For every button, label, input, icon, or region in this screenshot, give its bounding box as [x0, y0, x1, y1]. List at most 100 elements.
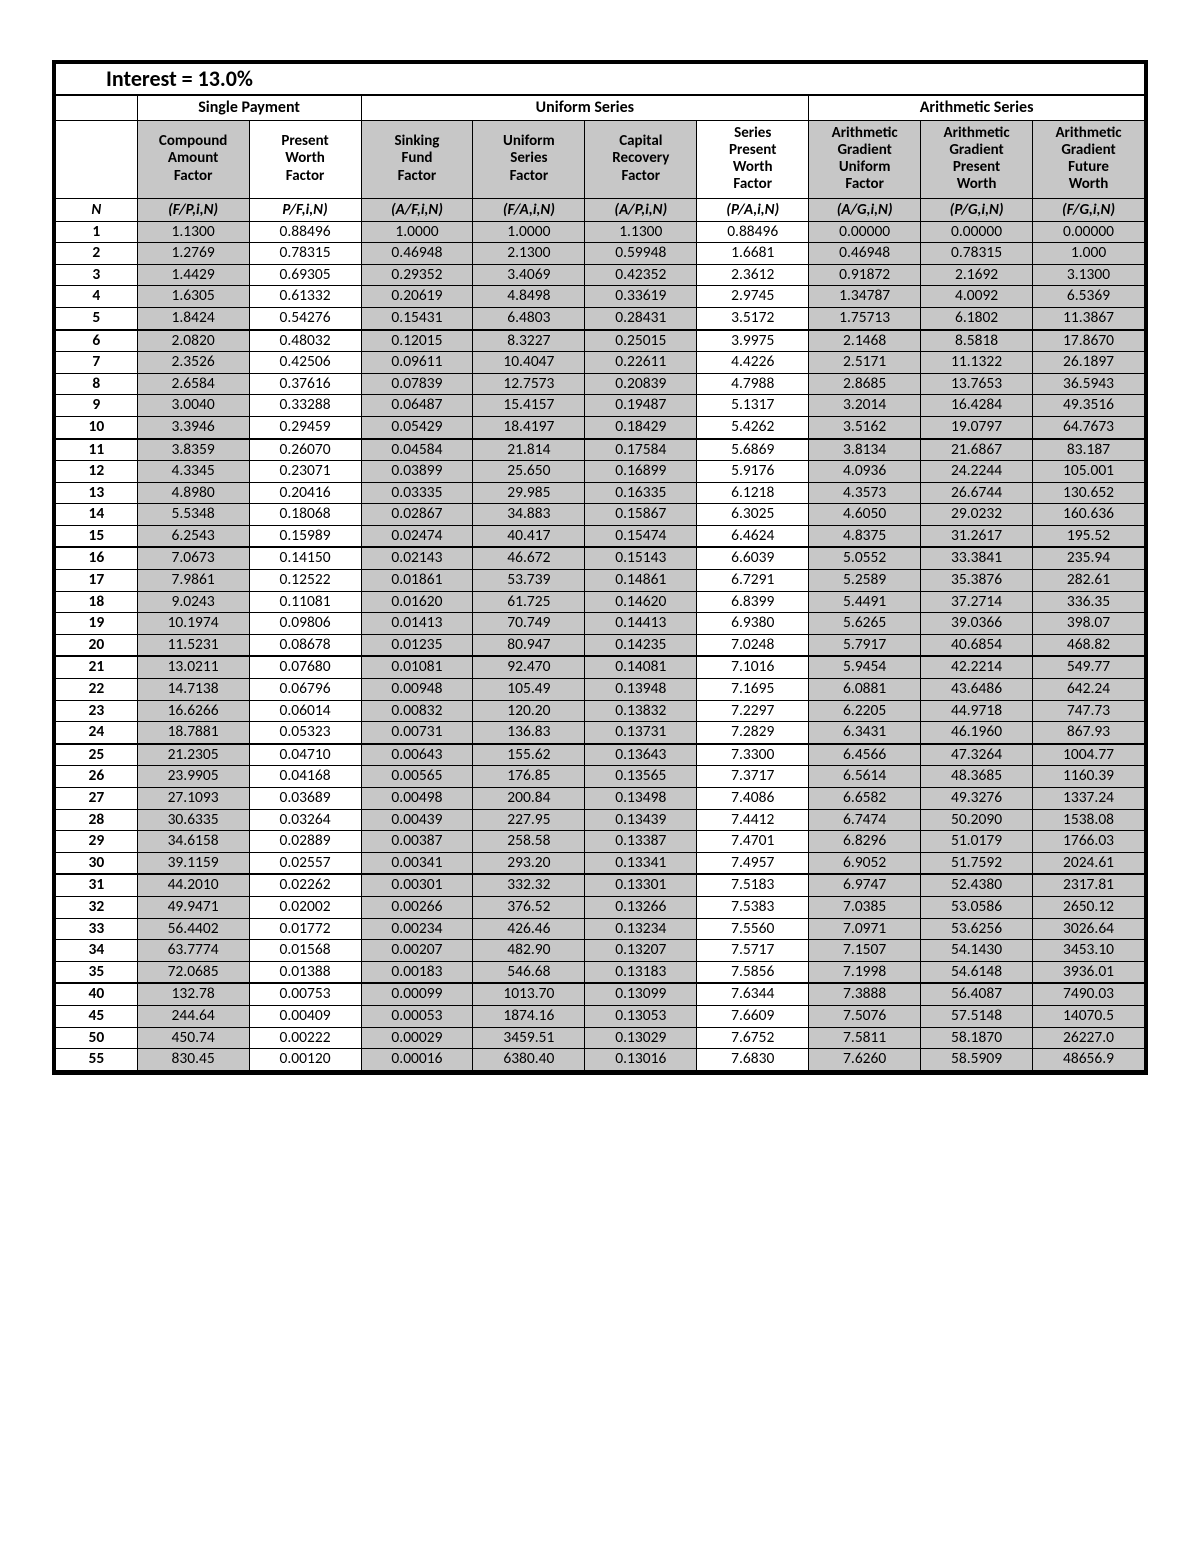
table-row: 145.53480.180680.0286734.8830.158676.302… — [56, 504, 1145, 526]
value-cell: 482.90 — [473, 940, 585, 962]
value-cell: 46.1960 — [921, 722, 1033, 744]
value-cell: 0.54276 — [249, 307, 361, 329]
value-cell: 15.4157 — [473, 395, 585, 417]
value-cell: 336.35 — [1033, 591, 1145, 613]
value-cell: 4.8375 — [809, 525, 921, 547]
value-cell: 23.9905 — [137, 766, 249, 788]
table-row: 2418.78810.053230.00731136.830.137317.28… — [56, 722, 1145, 744]
table-row: 62.08200.480320.120158.32270.250153.9975… — [56, 330, 1145, 352]
value-cell: 227.95 — [473, 809, 585, 831]
table-body: 11.13000.884961.00001.00001.13000.884960… — [56, 221, 1145, 1071]
value-cell: 49.3276 — [921, 788, 1033, 810]
value-cell: 6.1218 — [697, 482, 809, 504]
value-cell: 6.8296 — [809, 831, 921, 853]
value-cell: 7.9861 — [137, 570, 249, 592]
n-cell: 5 — [56, 307, 138, 329]
value-cell: 2.3612 — [697, 264, 809, 286]
interest-factor-table: Interest = 13.0% Single Payment Uniform … — [52, 60, 1148, 1075]
value-cell: 1013.70 — [473, 983, 585, 1005]
value-cell: 34.883 — [473, 504, 585, 526]
value-cell: 0.00409 — [249, 1005, 361, 1027]
value-cell: 5.0552 — [809, 547, 921, 569]
value-cell: 29.985 — [473, 482, 585, 504]
value-cell: 1.000 — [1033, 243, 1145, 265]
n-cell: 18 — [56, 591, 138, 613]
value-cell: 58.1870 — [921, 1027, 1033, 1049]
value-cell: 0.48032 — [249, 330, 361, 352]
value-cell: 5.2589 — [809, 570, 921, 592]
notation-cell: (A/F,i,N) — [361, 198, 473, 221]
value-cell: 546.68 — [473, 961, 585, 983]
value-cell: 0.12522 — [249, 570, 361, 592]
value-cell: 4.8498 — [473, 286, 585, 308]
value-cell: 0.14620 — [585, 591, 697, 613]
value-cell: 7.4957 — [697, 852, 809, 874]
value-cell: 5.4262 — [697, 416, 809, 438]
value-cell: 56.4402 — [137, 918, 249, 940]
value-cell: 0.59948 — [585, 243, 697, 265]
value-cell: 258.58 — [473, 831, 585, 853]
table-row: 2727.10930.036890.00498200.840.134987.40… — [56, 788, 1145, 810]
value-cell: 51.0179 — [921, 831, 1033, 853]
value-cell: 0.42352 — [585, 264, 697, 286]
value-cell: 3.4069 — [473, 264, 585, 286]
value-cell: 5.6265 — [809, 613, 921, 635]
n-cell: 40 — [56, 983, 138, 1005]
notation-cell: (F/G,i,N) — [1033, 198, 1145, 221]
value-cell: 7.3717 — [697, 766, 809, 788]
factor-table: Interest = 13.0% Single Payment Uniform … — [55, 63, 1145, 1072]
value-cell: 0.46948 — [361, 243, 473, 265]
value-cell: 0.02867 — [361, 504, 473, 526]
value-cell: 53.739 — [473, 570, 585, 592]
value-cell: 0.88496 — [249, 221, 361, 243]
value-cell: 72.0685 — [137, 961, 249, 983]
n-cell: 6 — [56, 330, 138, 352]
value-cell: 0.28431 — [585, 307, 697, 329]
value-cell: 0.13207 — [585, 940, 697, 962]
value-cell: 0.00029 — [361, 1027, 473, 1049]
value-cell: 0.88496 — [697, 221, 809, 243]
table-row: 72.35260.425060.0961110.40470.226114.422… — [56, 352, 1145, 374]
value-cell: 33.3841 — [921, 547, 1033, 569]
value-cell: 14.7138 — [137, 679, 249, 701]
value-cell: 16.6266 — [137, 700, 249, 722]
value-cell: 40.6854 — [921, 634, 1033, 656]
value-cell: 376.52 — [473, 896, 585, 918]
value-cell: 1.6681 — [697, 243, 809, 265]
value-cell: 0.46948 — [809, 243, 921, 265]
n-cell: 7 — [56, 352, 138, 374]
table-row: 50450.740.002220.000293459.510.130297.67… — [56, 1027, 1145, 1049]
value-cell: 176.85 — [473, 766, 585, 788]
value-cell: 5.5348 — [137, 504, 249, 526]
value-cell: 83.187 — [1033, 439, 1145, 461]
table-row: 82.65840.376160.0783912.75730.208394.798… — [56, 373, 1145, 395]
table-row: 1910.19740.098060.0141370.7490.144136.93… — [56, 613, 1145, 635]
group-arithmetic-series: Arithmetic Series — [809, 95, 1145, 120]
value-cell: 26.6744 — [921, 482, 1033, 504]
value-cell: 747.73 — [1033, 700, 1145, 722]
value-cell: 0.13029 — [585, 1027, 697, 1049]
value-cell: 2650.12 — [1033, 896, 1145, 918]
value-cell: 7.2829 — [697, 722, 809, 744]
table-row: 11.13000.884961.00001.00001.13000.884960… — [56, 221, 1145, 243]
table-row: 177.98610.125220.0186153.7390.148616.729… — [56, 570, 1145, 592]
table-row: 156.25430.159890.0247440.4170.154746.462… — [56, 525, 1145, 547]
value-cell: 0.09611 — [361, 352, 473, 374]
factor-header-row: CompoundAmountFactorPresentWorthFactorSi… — [56, 120, 1145, 198]
n-cell: 16 — [56, 547, 138, 569]
value-cell: 31.2617 — [921, 525, 1033, 547]
value-cell: 3459.51 — [473, 1027, 585, 1049]
value-cell: 0.13341 — [585, 852, 697, 874]
value-cell: 13.0211 — [137, 656, 249, 678]
value-cell: 21.2305 — [137, 744, 249, 766]
value-cell: 6.3025 — [697, 504, 809, 526]
value-cell: 1.4429 — [137, 264, 249, 286]
value-cell: 6.2205 — [809, 700, 921, 722]
value-cell: 0.13387 — [585, 831, 697, 853]
factor-header: UniformSeriesFactor — [473, 120, 585, 198]
value-cell: 7.6752 — [697, 1027, 809, 1049]
value-cell: 6.4803 — [473, 307, 585, 329]
value-cell: 0.02474 — [361, 525, 473, 547]
value-cell: 0.01568 — [249, 940, 361, 962]
value-cell: 4.0092 — [921, 286, 1033, 308]
